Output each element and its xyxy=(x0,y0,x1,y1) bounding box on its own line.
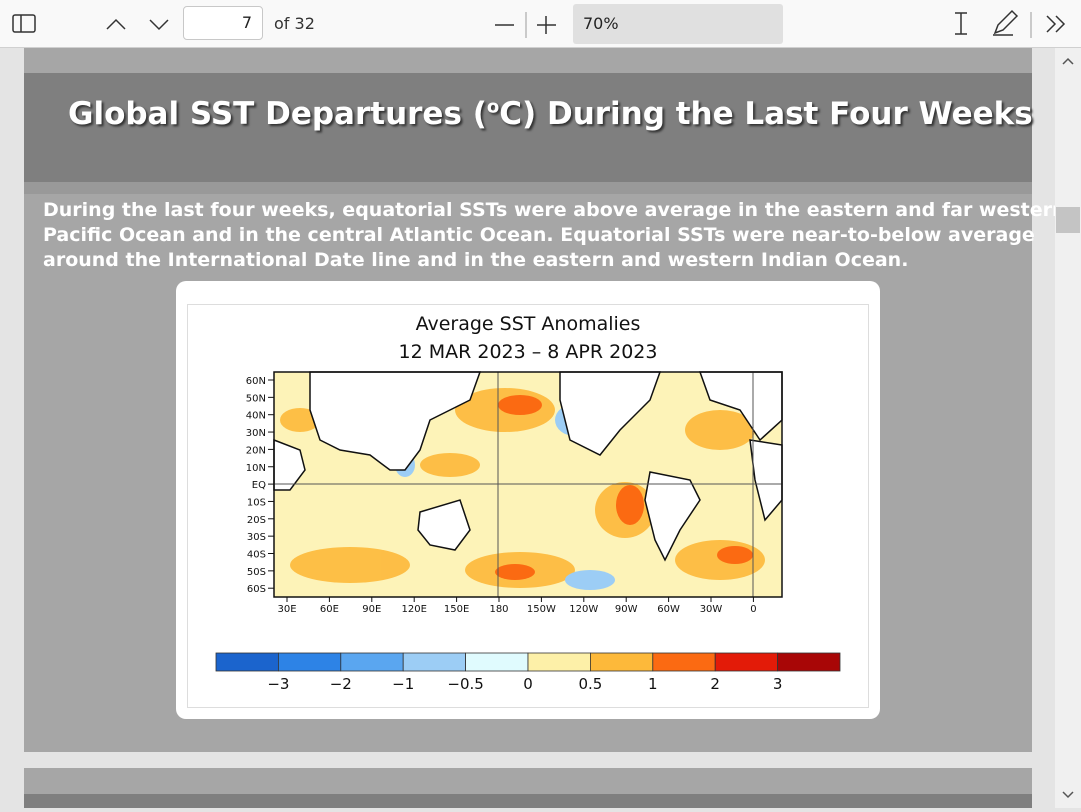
lon-label: 60E xyxy=(320,604,339,615)
toolbar: 7 of 32 70% xyxy=(0,0,1081,48)
draw-tool[interactable] xyxy=(993,9,1019,36)
scrollbar[interactable] xyxy=(1055,48,1081,808)
colorbar-label: 3 xyxy=(773,675,783,693)
title-degree: o xyxy=(486,96,500,118)
title-text: Global SST Departures ( xyxy=(68,96,487,132)
title-band xyxy=(24,73,1032,182)
body-line: During the last four weeks, equatorial S… xyxy=(43,199,1066,221)
colorbar-segment xyxy=(277,652,342,672)
colorbar-label: −1 xyxy=(392,675,414,693)
body-line: around the International Date line and i… xyxy=(43,249,909,271)
title-text: C) During the Last Four Weeks xyxy=(499,96,1033,132)
page-number-input[interactable]: 7 xyxy=(183,6,263,40)
lat-label: 10S xyxy=(247,497,266,508)
lon-label: 90W xyxy=(615,604,638,615)
lat-label: EQ xyxy=(252,480,266,491)
body-line: Pacific Ocean and in the central Atlanti… xyxy=(43,224,1035,246)
lon-label: 90E xyxy=(362,604,381,615)
next-page[interactable] xyxy=(149,19,169,31)
text-select[interactable] xyxy=(955,12,967,35)
lon-label: 30E xyxy=(277,604,296,615)
colorbar-segment xyxy=(527,652,591,672)
lon-label: 180 xyxy=(489,604,508,615)
lon-label: 120W xyxy=(569,604,598,615)
colorbar-segment xyxy=(777,652,841,672)
colorbar-label: −2 xyxy=(330,675,352,693)
colorbar-label: −0.5 xyxy=(447,675,483,693)
colorbar-segment xyxy=(590,652,654,672)
scroll-thumb[interactable] xyxy=(1056,207,1080,233)
lon-label: 120E xyxy=(401,604,426,615)
lat-label: 50S xyxy=(247,567,266,578)
lat-label: 30S xyxy=(247,532,266,543)
colorbar-segment xyxy=(215,652,279,672)
lat-label: 20N xyxy=(246,445,266,456)
lat-label: 10N xyxy=(246,463,266,474)
colorbar-label: −3 xyxy=(267,675,289,693)
slide-body: During the last four weeks, equatorial S… xyxy=(43,198,1066,273)
separator-band xyxy=(24,182,1032,194)
lat-label: 50N xyxy=(246,393,266,404)
sidebar-toggle[interactable] xyxy=(12,14,36,33)
lat-label: 20S xyxy=(247,515,266,526)
colorbar-label: 0.5 xyxy=(578,675,602,693)
colorbar-label: 1 xyxy=(648,675,658,693)
lat-label: 60N xyxy=(246,376,266,387)
lon-label: 150E xyxy=(444,604,469,615)
page-count: of 32 xyxy=(274,14,315,33)
lon-label: 30W xyxy=(700,604,723,615)
slide-title: Global SST Departures (oC) During the La… xyxy=(68,96,1033,132)
scroll-arrows xyxy=(1062,57,1074,799)
lat-label: 30N xyxy=(246,428,266,439)
lon-label: 60W xyxy=(657,604,680,615)
colorbar-segment xyxy=(465,652,529,672)
colorbar-label: 0 xyxy=(523,675,533,693)
more-tools[interactable] xyxy=(1046,15,1066,33)
lon-label: 0 xyxy=(750,604,756,615)
colorbar-label: 2 xyxy=(710,675,720,693)
next-title-band xyxy=(24,794,1032,808)
lon-label: 150W xyxy=(527,604,556,615)
colorbar-segment xyxy=(402,652,467,672)
lat-label: 40N xyxy=(246,411,266,422)
lat-label: 40S xyxy=(247,550,266,561)
colorbar-segment xyxy=(340,652,404,672)
map xyxy=(273,371,783,598)
figure-subtitle: 12 MAR 2023 – 8 APR 2023 xyxy=(399,341,658,363)
figure-title: Average SST Anomalies xyxy=(416,313,641,335)
colorbar-segment xyxy=(652,652,716,672)
prev-page[interactable] xyxy=(106,18,126,30)
colorbar-segment xyxy=(714,652,779,672)
zoom-select[interactable]: 70% xyxy=(573,4,783,44)
lat-label: 60S xyxy=(247,584,266,595)
